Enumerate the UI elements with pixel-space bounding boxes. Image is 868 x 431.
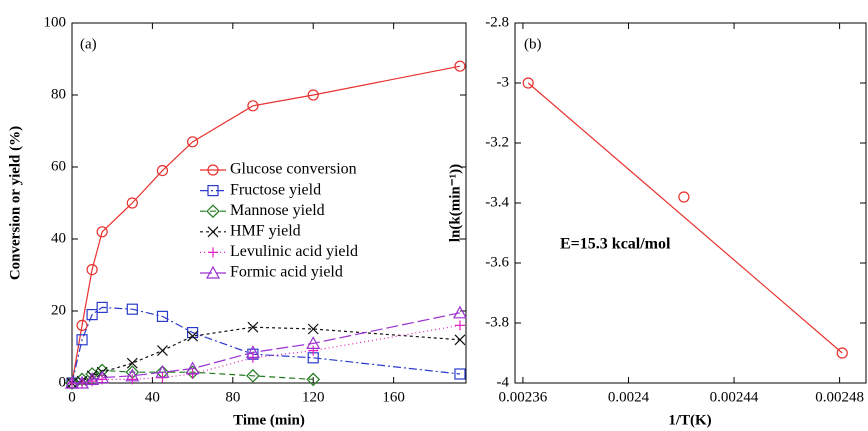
panel-label: (a) — [80, 36, 97, 52]
marker — [306, 372, 321, 387]
y-tick-label: 80 — [51, 86, 66, 102]
marker — [308, 345, 319, 356]
x-tick-label: 160 — [382, 389, 405, 405]
marker — [836, 347, 848, 359]
y-tick-label: -3.8 — [485, 314, 509, 330]
y-tick-label: -3.2 — [485, 134, 509, 150]
y-axis-label: Conversion or yield (%) — [7, 126, 23, 280]
legend-label: Levulinic acid yield — [230, 243, 358, 260]
legend-marker — [208, 247, 218, 258]
x-axis-label: 1/T(K) — [668, 412, 711, 428]
marker — [85, 372, 100, 385]
legend-marker — [206, 204, 220, 219]
marker — [247, 100, 259, 112]
marker — [454, 334, 466, 346]
marker — [75, 375, 90, 389]
x-tick-label: 0 — [68, 389, 76, 405]
marker — [96, 301, 108, 313]
legend-label: Fructose yield — [230, 181, 321, 198]
x-tick-label: 40 — [145, 389, 160, 405]
fit-line — [527, 82, 843, 354]
marker — [522, 77, 534, 89]
marker — [95, 370, 110, 384]
marker — [86, 309, 98, 321]
marker — [454, 320, 465, 331]
marker — [187, 327, 199, 339]
legend-marker — [207, 164, 219, 176]
y-axis-label: ln(k(min⁻¹)) — [447, 164, 463, 242]
marker — [454, 368, 466, 380]
annotation: E=15.3 kcal/mol — [560, 236, 671, 253]
y-tick-label: 60 — [51, 158, 66, 174]
marker — [678, 191, 690, 203]
panel-label: (b) — [524, 36, 542, 52]
marker — [155, 364, 170, 378]
series-line — [71, 65, 461, 384]
y-tick-label: 20 — [51, 302, 66, 318]
x-tick-label: 0.00248 — [815, 389, 864, 405]
y-tick-label: -3 — [497, 74, 510, 90]
marker — [86, 264, 98, 276]
legend-label: Formic acid yield — [230, 264, 343, 281]
legend-marker — [207, 226, 219, 238]
legend-label: Mannose yield — [230, 202, 325, 219]
legend-marker — [207, 185, 219, 197]
marker — [306, 336, 321, 349]
x-tick-label: 80 — [225, 389, 240, 405]
marker — [307, 89, 319, 101]
y-tick-label: -3.6 — [485, 254, 509, 270]
marker — [126, 357, 138, 369]
y-tick-label: 100 — [44, 14, 67, 30]
legend-marker — [205, 265, 221, 279]
y-tick-label: 0 — [59, 374, 67, 390]
marker — [157, 345, 168, 357]
legend-label: HMF yield — [230, 222, 301, 239]
x-tick-label: 0.0024 — [608, 389, 650, 405]
marker — [307, 323, 319, 335]
plot-frame — [71, 22, 467, 384]
x-tick-label: 0.00244 — [710, 389, 759, 405]
marker — [96, 226, 108, 238]
legend-label: Glucose conversion — [230, 161, 357, 178]
marker — [76, 319, 88, 331]
y-tick-label: -4 — [497, 374, 510, 390]
y-tick-label: -2.8 — [485, 14, 509, 30]
plot-frame — [514, 22, 867, 384]
marker — [245, 345, 260, 358]
marker — [65, 376, 79, 390]
marker — [125, 368, 140, 382]
marker — [156, 310, 169, 322]
marker — [247, 321, 259, 333]
marker — [187, 330, 199, 342]
marker — [127, 374, 138, 385]
y-tick-label: 40 — [51, 230, 66, 246]
marker — [246, 368, 260, 383]
marker — [64, 375, 80, 389]
y-tick-label: -3.4 — [485, 194, 509, 210]
x-tick-label: 120 — [302, 389, 325, 405]
marker — [76, 334, 88, 346]
series-line — [71, 306, 461, 384]
marker — [452, 305, 467, 319]
x-tick-label: 0.00236 — [499, 389, 548, 405]
marker — [126, 303, 138, 315]
series-line — [71, 326, 461, 384]
series-line — [72, 312, 461, 384]
marker — [156, 165, 169, 177]
x-axis-label: Time (min) — [233, 412, 305, 428]
marker — [187, 136, 199, 148]
marker — [126, 197, 138, 209]
marker — [185, 361, 200, 375]
marker — [454, 60, 466, 72]
